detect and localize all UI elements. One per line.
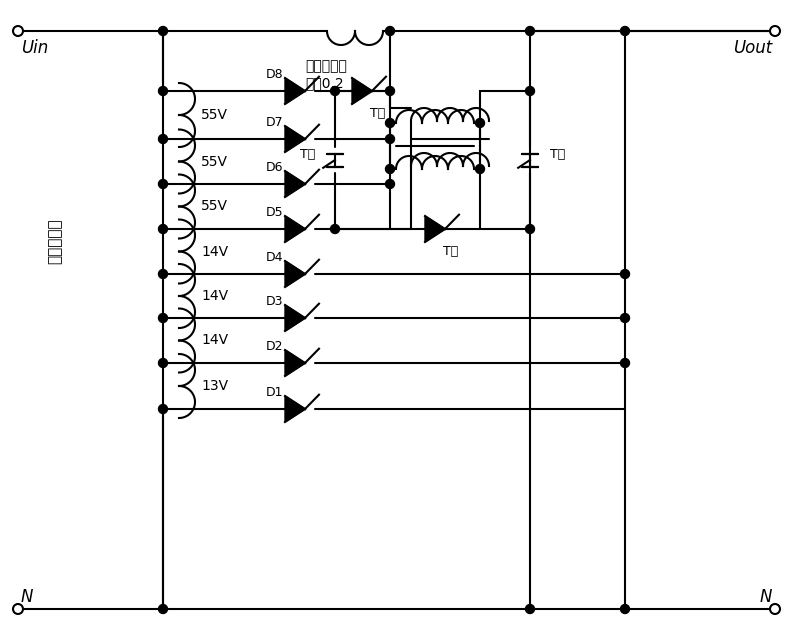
Polygon shape	[285, 409, 305, 422]
Circle shape	[158, 604, 167, 613]
Circle shape	[526, 27, 534, 35]
Circle shape	[386, 179, 394, 189]
Circle shape	[386, 165, 394, 174]
Circle shape	[330, 225, 339, 233]
Circle shape	[386, 134, 394, 143]
Text: T升: T升	[443, 245, 458, 258]
Polygon shape	[285, 274, 305, 287]
Circle shape	[158, 179, 167, 189]
Text: 14V: 14V	[201, 334, 228, 348]
Circle shape	[158, 358, 167, 367]
Circle shape	[386, 119, 394, 127]
Text: D7: D7	[266, 116, 283, 129]
Circle shape	[475, 119, 485, 127]
Polygon shape	[285, 229, 305, 242]
Text: D2: D2	[266, 340, 283, 353]
Circle shape	[13, 604, 23, 614]
Circle shape	[158, 225, 167, 233]
Circle shape	[158, 314, 167, 322]
Circle shape	[386, 86, 394, 95]
Circle shape	[526, 225, 534, 233]
Circle shape	[158, 134, 167, 143]
Text: 14V: 14V	[201, 244, 228, 259]
Text: Uin: Uin	[21, 39, 48, 57]
Text: N: N	[21, 588, 34, 606]
Polygon shape	[285, 318, 305, 331]
Circle shape	[158, 404, 167, 413]
Text: 14V: 14V	[201, 289, 228, 303]
Polygon shape	[285, 216, 305, 229]
Polygon shape	[425, 229, 445, 242]
Polygon shape	[352, 91, 372, 104]
Circle shape	[621, 358, 630, 367]
Text: 13V: 13V	[201, 379, 228, 393]
Circle shape	[621, 27, 630, 35]
Circle shape	[770, 604, 780, 614]
Polygon shape	[285, 126, 305, 139]
Polygon shape	[285, 396, 305, 409]
Circle shape	[158, 27, 167, 35]
Text: D6: D6	[266, 161, 283, 174]
Polygon shape	[285, 305, 305, 318]
Circle shape	[386, 27, 394, 35]
Circle shape	[770, 26, 780, 36]
Text: Uout: Uout	[733, 39, 772, 57]
Text: D4: D4	[266, 251, 283, 264]
Circle shape	[621, 604, 630, 613]
Circle shape	[526, 604, 534, 613]
Text: D1: D1	[266, 386, 283, 399]
Circle shape	[158, 269, 167, 278]
Circle shape	[330, 86, 339, 95]
Bar	[480, 91, 530, 229]
Text: D3: D3	[266, 295, 283, 308]
Circle shape	[621, 269, 630, 278]
Text: T升: T升	[370, 107, 386, 120]
Text: 抽头变压器: 抽头变压器	[47, 218, 62, 264]
Polygon shape	[285, 91, 305, 104]
Polygon shape	[285, 139, 305, 152]
Text: 55V: 55V	[201, 155, 228, 168]
Text: T降: T降	[300, 148, 315, 162]
Polygon shape	[285, 261, 305, 274]
Text: D5: D5	[266, 206, 283, 219]
Text: 55V: 55V	[201, 108, 228, 122]
Polygon shape	[285, 363, 305, 376]
Circle shape	[475, 165, 485, 174]
Polygon shape	[285, 78, 305, 91]
Polygon shape	[285, 350, 305, 363]
Polygon shape	[285, 184, 305, 197]
Circle shape	[526, 86, 534, 95]
Text: 55V: 55V	[201, 199, 228, 213]
Polygon shape	[285, 171, 305, 184]
Text: 补偿变压器: 补偿变压器	[305, 59, 347, 73]
Text: N: N	[760, 588, 772, 606]
Circle shape	[621, 314, 630, 322]
Text: D8: D8	[266, 68, 283, 81]
Text: 变比0.2: 变比0.2	[305, 76, 344, 90]
Text: T降: T降	[550, 148, 566, 162]
Circle shape	[13, 26, 23, 36]
Circle shape	[158, 86, 167, 95]
Polygon shape	[352, 78, 372, 91]
Polygon shape	[425, 216, 445, 229]
